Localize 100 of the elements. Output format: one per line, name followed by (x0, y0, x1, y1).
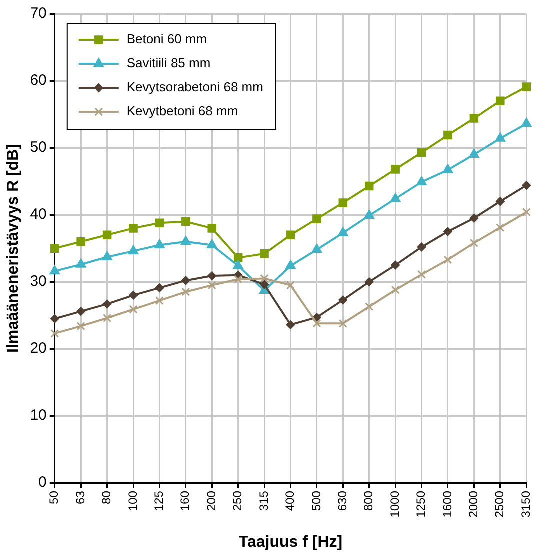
point (496, 197, 505, 206)
y-tick-label: 60 (30, 72, 47, 90)
point (470, 214, 479, 223)
point (391, 260, 400, 270)
point (286, 230, 296, 240)
x-axis-title: Taajuus f [Hz] (238, 534, 343, 551)
point (391, 286, 400, 294)
point (496, 96, 505, 106)
point (50, 329, 60, 338)
x-tick-label: 160 (178, 490, 192, 512)
legend-label: Betoni 60 mm (126, 32, 208, 47)
x-tick-label: 500 (309, 490, 324, 512)
point (76, 322, 86, 331)
point (444, 256, 452, 264)
point (208, 224, 217, 233)
point (338, 198, 348, 208)
y-tick-label: 30 (30, 273, 47, 290)
x-tick-label: 80 (100, 490, 114, 504)
point (470, 114, 479, 123)
point (233, 260, 244, 270)
point (76, 307, 86, 316)
point (155, 296, 164, 306)
point (234, 275, 243, 284)
point (129, 305, 138, 314)
y-axis-title: Ilmaääneneristävyys R [dB] (5, 144, 22, 354)
point (312, 313, 322, 322)
point (338, 319, 348, 328)
point (102, 230, 112, 240)
point (50, 244, 60, 253)
point (103, 314, 112, 323)
x-tick-label: 1600 (440, 490, 454, 518)
y-tick-label: 70 (30, 5, 47, 22)
point (338, 296, 348, 305)
y-tick-label: 50 (30, 139, 47, 156)
point (208, 272, 217, 281)
point (286, 320, 296, 330)
point (260, 280, 270, 290)
x-tick-label: 250 (230, 490, 245, 512)
point (155, 218, 164, 228)
point (181, 276, 190, 286)
point (443, 227, 452, 236)
point (521, 118, 532, 128)
point (496, 223, 505, 232)
point (338, 227, 348, 236)
point (442, 164, 454, 174)
point (260, 250, 269, 258)
legend-label: Kevytsorabetoni 68 mm (126, 80, 264, 95)
point (50, 314, 60, 324)
point (312, 244, 322, 254)
point (208, 281, 216, 290)
x-tick-label: 1000 (388, 490, 402, 518)
x-tick-label: 125 (152, 490, 166, 512)
point (416, 176, 428, 186)
point (260, 274, 269, 283)
point (76, 237, 86, 246)
point (522, 82, 531, 92)
point (128, 245, 139, 254)
point (312, 214, 322, 224)
x-tick-label: 800 (362, 490, 376, 512)
x-tick-label: 2000 (466, 490, 480, 518)
point (206, 239, 218, 248)
point (364, 278, 374, 287)
y-tick-label: 0 (38, 474, 47, 492)
point (50, 265, 60, 275)
y-tick-label: 10 (30, 407, 47, 424)
point (417, 270, 426, 279)
y-tick-label: 20 (30, 340, 47, 358)
point (129, 290, 138, 300)
legend-label: Savitiili 85 mm (126, 56, 211, 71)
x-tick-label: 315 (256, 490, 271, 512)
x-tick-label: 2500 (492, 490, 507, 518)
point (102, 300, 112, 309)
x-tick-label: 200 (204, 490, 218, 512)
point (182, 288, 190, 296)
x-tick-label: 400 (283, 490, 298, 512)
y-tick-label: 40 (30, 206, 47, 224)
x-tick-label: 1250 (414, 490, 428, 518)
point (182, 217, 190, 226)
x-tick-label: 3150 (518, 490, 533, 518)
x-tick-label: 63 (73, 490, 88, 504)
point (180, 236, 192, 246)
point (468, 148, 480, 158)
point (129, 224, 138, 233)
point (364, 210, 375, 219)
point (470, 238, 478, 248)
point (417, 242, 426, 252)
point (390, 192, 401, 202)
point (155, 284, 164, 293)
point (522, 181, 532, 190)
point (286, 281, 296, 290)
point (391, 165, 400, 174)
point (364, 182, 374, 191)
point (444, 130, 452, 140)
point (76, 258, 86, 268)
x-tick-label: 100 (126, 490, 140, 512)
point (285, 260, 296, 270)
point (312, 319, 322, 328)
point (154, 239, 165, 248)
point (417, 148, 426, 158)
point (234, 254, 243, 262)
